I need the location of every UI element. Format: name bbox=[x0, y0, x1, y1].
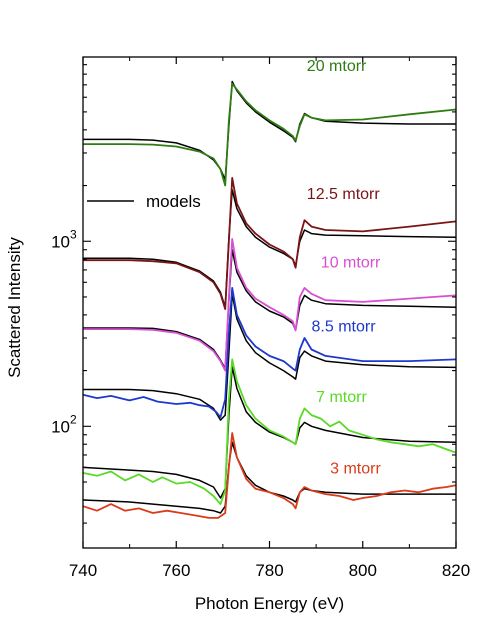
series-label-8-5-mtorr: 8.5 mtorr bbox=[312, 319, 377, 336]
legend-models-label: models bbox=[146, 192, 201, 211]
series-line-3-mtorr bbox=[82, 432, 457, 519]
series-label-3-mtorr: 3 mtorr bbox=[330, 461, 381, 478]
series-line-10-mtorr bbox=[83, 237, 457, 372]
series-line-8-5-mtorr bbox=[82, 286, 457, 419]
y-tick-exponent-100: 2 bbox=[70, 412, 77, 426]
series-label-10-mtorr: 10 mtorr bbox=[321, 255, 381, 272]
model-curve-4 bbox=[83, 293, 457, 421]
series-line-20-mtorr bbox=[83, 82, 457, 187]
model-curve-2 bbox=[83, 188, 457, 308]
legend: models bbox=[87, 192, 201, 211]
x-tick-label-780: 780 bbox=[255, 561, 283, 580]
x-tick-label-800: 800 bbox=[349, 561, 377, 580]
y-tick-label-100: 10 bbox=[51, 417, 70, 436]
model-curve-1 bbox=[83, 80, 456, 181]
x-tick-label-820: 820 bbox=[442, 561, 470, 580]
x-axis-ticks: 740 760 780 800 820 bbox=[69, 57, 470, 580]
y-tick-exponent-1000: 3 bbox=[70, 227, 77, 241]
x-tick-label-740: 740 bbox=[69, 561, 97, 580]
x-tick-label-760: 760 bbox=[162, 561, 190, 580]
series-labels: 20 mtorr 12.5 mtorr 10 mtorr 8.5 mtorr 7 mto… bbox=[307, 58, 382, 477]
series-label-7-mtorr: 7 mtorr bbox=[316, 389, 367, 406]
model-curve-3 bbox=[83, 248, 457, 370]
series-label-20-mtorr: 20 mtorr bbox=[307, 58, 367, 75]
data-series-group bbox=[82, 82, 457, 519]
y-axis-label: Scattered Intensity bbox=[5, 237, 24, 378]
series-label-12-5-mtorr: 12.5 mtorr bbox=[307, 186, 381, 203]
model-curves-group bbox=[82, 80, 457, 514]
model-curve-5 bbox=[82, 365, 457, 499]
y-tick-label-1000: 10 bbox=[51, 232, 70, 251]
model-curve-6 bbox=[82, 441, 456, 514]
x-axis-label: Photon Energy (eV) bbox=[195, 594, 344, 613]
series-line-7-mtorr bbox=[82, 358, 457, 506]
series-line-12-5-mtorr bbox=[83, 176, 457, 311]
